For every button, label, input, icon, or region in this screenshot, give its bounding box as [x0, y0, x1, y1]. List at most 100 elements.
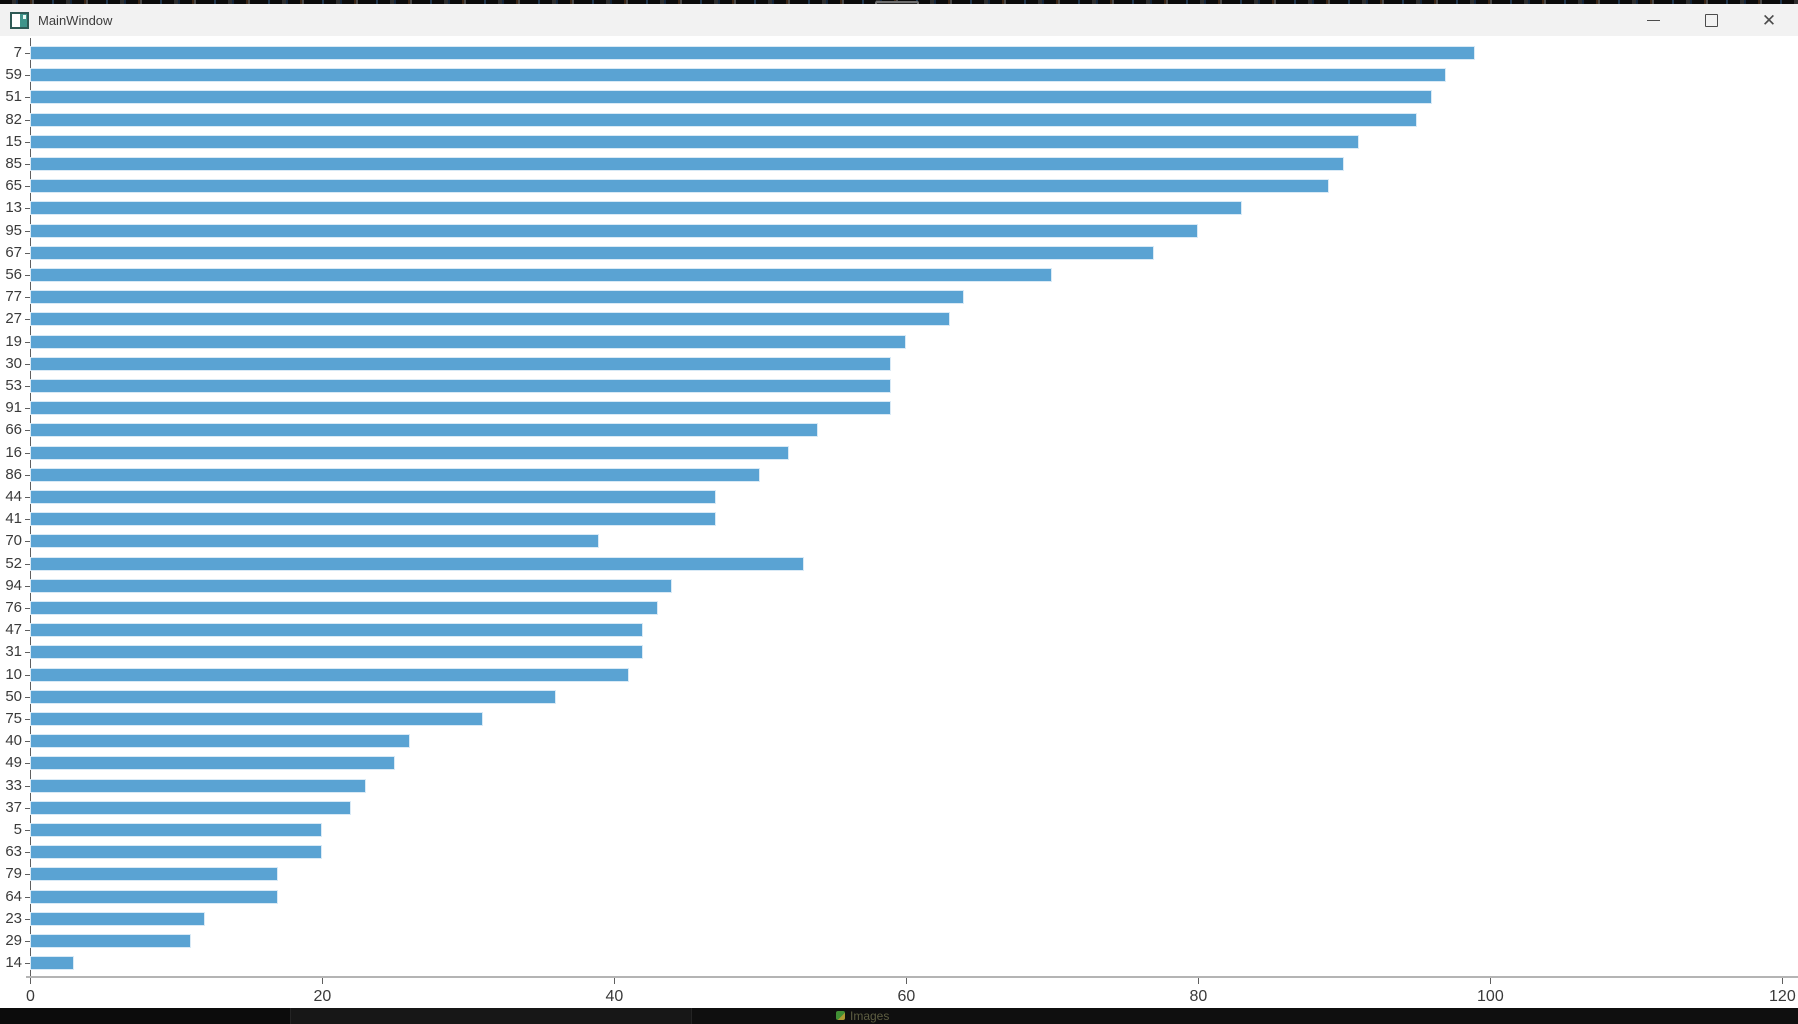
y-tick-mark — [25, 363, 30, 365]
y-tick-mark — [25, 141, 30, 143]
y-tick-mark — [25, 341, 30, 343]
y-tick-label: 53 — [5, 377, 22, 394]
bar — [30, 823, 322, 837]
bar — [30, 179, 1330, 194]
y-tick-mark — [25, 386, 30, 387]
y-tick-label: 59 — [5, 66, 22, 84]
bar — [30, 867, 279, 882]
y-tick-label: 94 — [5, 576, 22, 594]
y-tick-label: 23 — [5, 909, 22, 927]
bar — [30, 667, 629, 682]
y-tick-label: 5 — [13, 821, 22, 838]
y-tick-label: 13 — [5, 199, 22, 217]
y-tick-label: 10 — [5, 665, 22, 683]
y-tick-label: 50 — [5, 687, 22, 705]
bar — [30, 911, 206, 926]
y-tick-mark — [25, 408, 30, 410]
y-tick-label: 49 — [5, 754, 22, 772]
bar — [30, 90, 1432, 105]
x-tick-mark — [1198, 978, 1200, 984]
x-tick-label: 40 — [605, 988, 624, 1005]
y-tick-label: 66 — [5, 421, 22, 439]
y-tick-mark — [25, 585, 30, 587]
bar — [30, 223, 1198, 238]
y-tick-mark — [25, 963, 30, 965]
y-tick-mark — [25, 474, 30, 476]
taskbar[interactable]: Images — [0, 1008, 1798, 1024]
x-tick-mark — [614, 978, 616, 984]
bar — [30, 401, 892, 416]
y-tick-mark — [25, 275, 30, 276]
bar — [30, 756, 395, 771]
window-titlebar[interactable]: MainWindow ✕ — [0, 4, 1798, 37]
y-tick-label: 51 — [5, 88, 22, 106]
taskbar-item-images[interactable]: Images — [836, 1009, 889, 1024]
y-tick-mark — [25, 696, 30, 698]
y-tick-label: 16 — [5, 443, 22, 461]
y-tick-label: 64 — [5, 887, 22, 905]
y-tick-mark — [25, 918, 30, 920]
y-tick-label: 65 — [5, 177, 22, 195]
y-tick-label: 82 — [5, 110, 22, 128]
y-tick-mark — [25, 430, 30, 432]
y-tick-mark — [25, 630, 30, 632]
y-tick-label: 95 — [5, 221, 22, 239]
x-tick-label: 20 — [313, 988, 332, 1005]
y-tick-mark — [25, 608, 30, 609]
minimize-button[interactable] — [1624, 4, 1682, 36]
bar — [30, 956, 74, 971]
bar — [30, 778, 366, 793]
x-tick-label: 80 — [1189, 988, 1208, 1005]
y-tick-label: 85 — [5, 155, 22, 172]
y-tick-mark — [25, 741, 30, 743]
y-tick-mark — [25, 830, 30, 831]
y-tick-mark — [25, 164, 30, 165]
bar — [30, 334, 906, 349]
y-tick-label: 86 — [5, 465, 22, 483]
y-tick-label: 56 — [5, 266, 22, 283]
bar — [30, 512, 717, 527]
x-tick-mark — [906, 978, 908, 984]
taskbar-segment — [692, 1008, 1798, 1024]
y-tick-label: 37 — [5, 798, 22, 816]
y-tick-mark — [25, 852, 30, 854]
y-tick-label: 31 — [5, 643, 22, 661]
y-tick-mark — [25, 652, 30, 654]
bar — [30, 290, 965, 305]
y-tick-mark — [25, 563, 30, 565]
bar — [30, 201, 1242, 216]
y-tick-label: 27 — [5, 310, 22, 328]
y-tick-label: 52 — [5, 554, 22, 572]
bar — [30, 645, 644, 660]
maximize-icon — [1704, 13, 1718, 27]
y-tick-label: 33 — [5, 776, 22, 794]
y-tick-label: 77 — [5, 288, 22, 306]
y-tick-mark — [25, 807, 30, 809]
y-tick-mark — [25, 452, 30, 454]
y-tick-label: 30 — [5, 354, 22, 372]
window-title: MainWindow — [38, 12, 113, 28]
close-button[interactable]: ✕ — [1740, 4, 1798, 36]
close-icon: ✕ — [1761, 10, 1777, 30]
bar — [30, 467, 760, 482]
bar — [30, 734, 410, 749]
y-tick-label: 44 — [5, 488, 22, 505]
bar — [30, 534, 600, 549]
maximize-button[interactable] — [1682, 4, 1740, 36]
y-tick-label: 63 — [5, 843, 22, 861]
y-tick-label: 19 — [5, 332, 22, 350]
bar — [30, 556, 804, 571]
y-tick-label: 67 — [5, 243, 22, 261]
bar — [30, 490, 717, 504]
y-tick-mark — [25, 319, 30, 321]
bar — [30, 268, 1052, 282]
y-tick-label: 29 — [5, 932, 22, 949]
x-tick-label: 0 — [25, 988, 35, 1005]
y-tick-mark — [25, 896, 30, 898]
y-tick-mark — [25, 230, 30, 232]
bar — [30, 112, 1417, 127]
images-app-icon — [836, 1011, 845, 1020]
y-tick-mark — [25, 119, 30, 121]
y-tick-mark — [25, 719, 30, 720]
y-tick-mark — [25, 97, 30, 99]
